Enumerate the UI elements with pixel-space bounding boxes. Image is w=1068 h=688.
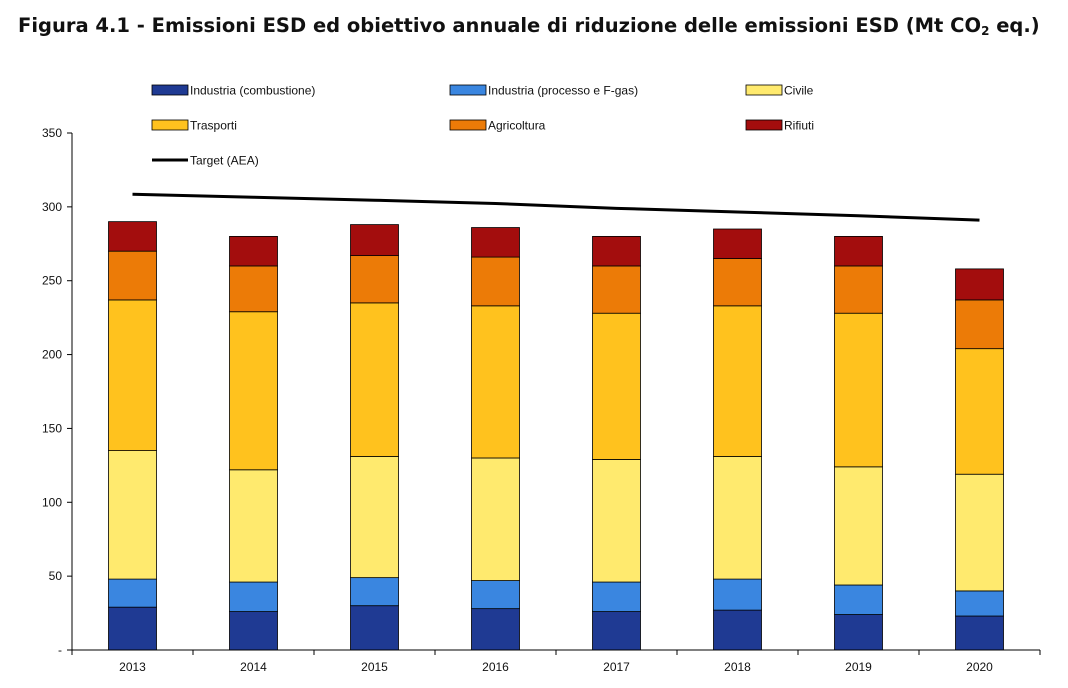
bar-segment-3 xyxy=(592,459,641,583)
bar-segment-1 xyxy=(592,611,641,651)
bar-segment-4 xyxy=(834,312,883,468)
bar-segment-4 xyxy=(229,311,278,471)
y-tick-label: 250 xyxy=(42,274,62,288)
bar-segment-3 xyxy=(834,466,883,586)
bar-segment-1 xyxy=(229,611,278,651)
bar-segment-5 xyxy=(592,265,641,314)
bar-segment-3 xyxy=(229,469,278,583)
legend-item-3: Civile xyxy=(745,84,814,98)
x-tick-label: 2018 xyxy=(724,660,751,674)
x-tick-label: 2017 xyxy=(603,660,630,674)
legend-label: Civile xyxy=(784,84,814,98)
bar-segment-2 xyxy=(713,578,762,611)
bar-segment-3 xyxy=(713,456,762,580)
bar-segment-3 xyxy=(108,450,157,580)
bar-segment-3 xyxy=(350,456,399,579)
bar-segment-2 xyxy=(108,578,157,608)
legend-item-target: Target (AEA) xyxy=(152,154,259,168)
legend-item-4: Trasporti xyxy=(151,119,237,133)
legend-swatch xyxy=(151,119,189,131)
y-tick-label: 350 xyxy=(42,126,62,140)
legend-item-1: Industria (combustione) xyxy=(151,84,315,98)
chart-title-suffix: eq.) xyxy=(989,14,1040,37)
x-tick-label: 2014 xyxy=(240,660,267,674)
bar-segment-5 xyxy=(350,255,399,304)
legend-label: Target (AEA) xyxy=(190,154,259,168)
bar-segment-6 xyxy=(592,235,641,267)
bar-segment-2 xyxy=(229,581,278,612)
chart-title-subscript: 2 xyxy=(981,24,990,38)
bar-segment-2 xyxy=(471,580,520,610)
bar-segment-1 xyxy=(955,615,1004,651)
target-line-path xyxy=(132,192,980,222)
legend-swatch xyxy=(151,84,189,96)
bar-segment-1 xyxy=(350,605,399,651)
bar-segment-5 xyxy=(713,258,762,307)
bar-segment-5 xyxy=(834,265,883,314)
y-tick-label: 100 xyxy=(42,495,62,509)
bar-segment-6 xyxy=(471,227,520,258)
bar-segment-1 xyxy=(713,609,762,651)
bar-segment-6 xyxy=(229,235,278,267)
legend-item-2: Industria (processo e F-gas) xyxy=(449,84,638,98)
x-axis: 2013 2014 2015 2016 2017 2018 2019 2020 xyxy=(71,649,1041,674)
bar-segment-6 xyxy=(955,268,1004,301)
legend-item-6: Rifiuti xyxy=(745,119,814,133)
legend-swatch xyxy=(449,119,487,131)
bar-segment-6 xyxy=(713,228,762,259)
bar-segment-4 xyxy=(108,299,157,451)
legend-label: Rifiuti xyxy=(784,119,814,133)
bar-segment-1 xyxy=(834,614,883,651)
bar-segment-2 xyxy=(592,581,641,612)
y-axis: - 50 100 150 200 250 300 350 xyxy=(42,126,73,657)
legend-swatch xyxy=(449,84,487,96)
bar-segment-5 xyxy=(471,256,520,307)
x-tick-label: 2019 xyxy=(845,660,872,674)
y-tick-label: - xyxy=(58,643,62,657)
bars xyxy=(108,221,1004,651)
bar-segment-4 xyxy=(955,348,1004,475)
bar-segment-5 xyxy=(108,250,157,301)
bar-segment-4 xyxy=(350,302,399,457)
bar-segment-5 xyxy=(229,265,278,313)
bar-segment-5 xyxy=(955,299,1004,350)
bar-segment-3 xyxy=(471,457,520,581)
bar-segment-6 xyxy=(834,235,883,267)
x-tick-label: 2013 xyxy=(119,660,146,674)
chart-title: Figura 4.1 - Emissioni ESD ed obiettivo … xyxy=(18,14,1040,37)
y-tick-label: 50 xyxy=(49,569,63,583)
x-tick-label: 2020 xyxy=(966,660,993,674)
bar-segment-4 xyxy=(713,305,762,457)
legend-item-5: Agricoltura xyxy=(449,119,546,133)
bar-segment-2 xyxy=(834,584,883,615)
bar-segment-1 xyxy=(471,608,520,651)
legend-label: Trasporti xyxy=(190,119,237,133)
bar-segment-4 xyxy=(592,312,641,460)
legend: Industria (combustione) Industria (proces… xyxy=(151,84,814,168)
y-tick-label: 200 xyxy=(42,348,62,362)
bar-segment-2 xyxy=(955,590,1004,617)
legend-swatch xyxy=(745,119,783,131)
legend-swatch xyxy=(745,84,783,96)
y-tick-label: 150 xyxy=(42,421,62,435)
legend-label: Agricoltura xyxy=(488,119,546,133)
target-line xyxy=(132,192,980,222)
x-tick-label: 2016 xyxy=(482,660,509,674)
y-tick-label: 300 xyxy=(42,200,62,214)
bar-segment-3 xyxy=(955,473,1004,592)
bar-segment-6 xyxy=(108,221,157,252)
chart-title-main: Figura 4.1 - Emissioni ESD ed obiettivo … xyxy=(18,14,982,37)
bar-segment-2 xyxy=(350,577,399,607)
legend-label: Industria (combustione) xyxy=(190,84,315,98)
bar-segment-4 xyxy=(471,305,520,459)
legend-label: Industria (processo e F-gas) xyxy=(488,84,638,98)
bar-segment-6 xyxy=(350,224,399,257)
x-tick-label: 2015 xyxy=(361,660,388,674)
bar-segment-1 xyxy=(108,606,157,651)
